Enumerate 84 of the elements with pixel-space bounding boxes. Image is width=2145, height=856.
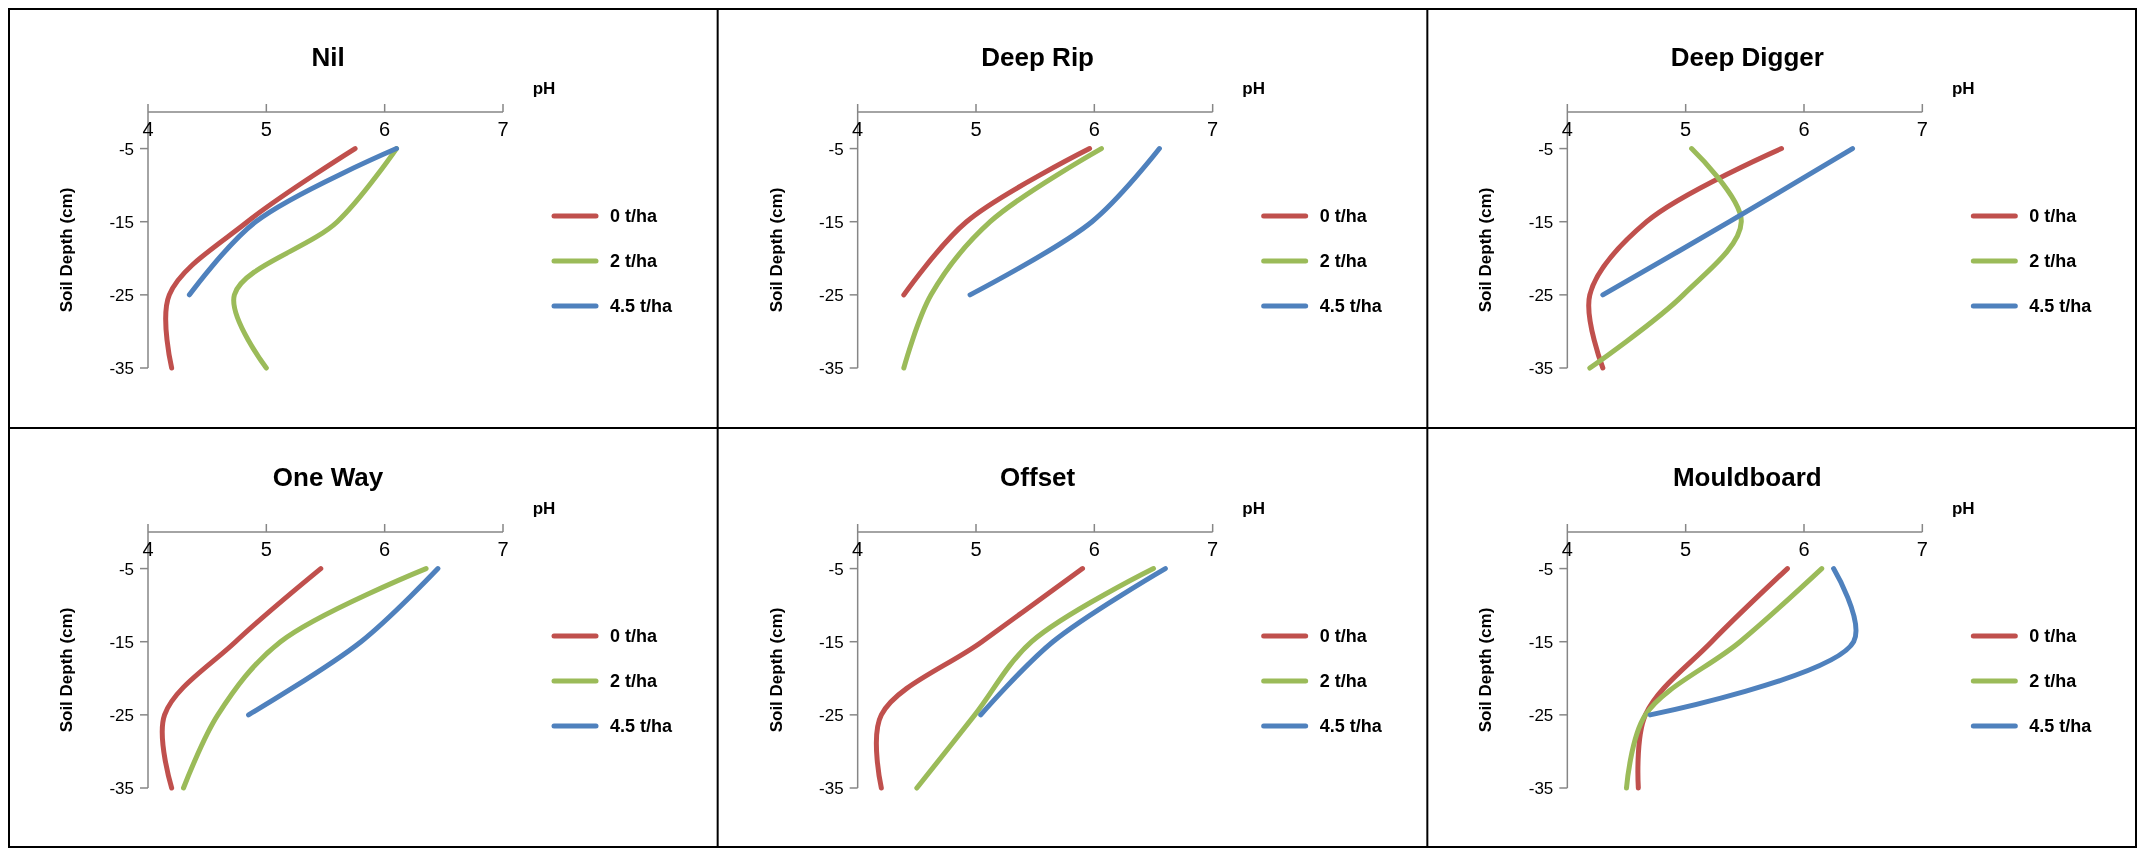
- x-axis-title: pH: [1952, 499, 1975, 518]
- y-tick-label: -15: [109, 212, 134, 232]
- legend-label: 0 t/ha: [1319, 626, 1368, 646]
- legend-label: 4.5 t/ha: [1319, 296, 1383, 316]
- x-tick-label: 5: [1680, 118, 1692, 140]
- x-tick-label: 6: [1798, 118, 1810, 140]
- chart-title: Deep Rip: [981, 42, 1095, 72]
- y-tick-label: -25: [819, 705, 844, 725]
- legend-label: 0 t/ha: [2029, 206, 2078, 226]
- x-tick-label: 7: [1916, 118, 1928, 140]
- x-axis-title: pH: [532, 79, 556, 98]
- y-tick-label: -5: [118, 139, 134, 159]
- legend-label: 2 t/ha: [2029, 251, 2078, 271]
- y-axis-title: Soil Depth (cm): [766, 607, 786, 733]
- legend-label: 2 t/ha: [2029, 671, 2078, 691]
- x-tick-label: 7: [497, 538, 509, 560]
- y-tick-label: -15: [1528, 212, 1554, 232]
- legend-label: 0 t/ha: [610, 626, 658, 646]
- legend-label: 0 t/ha: [1319, 206, 1368, 226]
- y-tick-label: -35: [109, 359, 134, 378]
- legend-label: 4.5 t/ha: [2029, 296, 2093, 316]
- y-tick-label: -5: [1538, 139, 1554, 159]
- legend-label: 2 t/ha: [1319, 251, 1368, 271]
- x-axis-title: pH: [1952, 79, 1975, 98]
- legend-label: 4.5 t/ha: [610, 296, 674, 316]
- y-tick-label: -35: [1528, 779, 1554, 798]
- y-axis-title: Soil Depth (cm): [1476, 607, 1496, 733]
- x-axis-title: pH: [1242, 79, 1265, 98]
- y-tick-label: -15: [819, 632, 844, 652]
- x-tick-label: 5: [970, 118, 982, 140]
- legend-label: 2 t/ha: [610, 671, 658, 691]
- x-tick-label: 7: [497, 118, 509, 140]
- x-tick-label: 7: [1916, 538, 1928, 560]
- legend-label: 2 t/ha: [610, 251, 658, 271]
- x-tick-label: 4: [142, 538, 154, 560]
- x-axis-title: pH: [532, 499, 556, 518]
- y-tick-label: -15: [109, 632, 134, 652]
- chart-title: Deep Digger: [1670, 42, 1824, 72]
- x-tick-label: 5: [260, 118, 272, 140]
- chart-title: Nil: [311, 42, 345, 72]
- x-tick-label: 5: [1680, 538, 1692, 560]
- legend-label: 4.5 t/ha: [1319, 716, 1383, 736]
- x-tick-label: 7: [1207, 118, 1219, 140]
- y-tick-label: -15: [1528, 632, 1554, 652]
- x-tick-label: 4: [852, 118, 864, 140]
- legend-label: 0 t/ha: [2029, 626, 2078, 646]
- legend-label: 4.5 t/ha: [610, 716, 674, 736]
- y-tick-label: -5: [1538, 559, 1554, 579]
- y-axis-title: Soil Depth (cm): [766, 187, 786, 313]
- x-tick-label: 6: [1798, 538, 1810, 560]
- chart-title: Mouldboard: [1672, 462, 1822, 492]
- y-tick-label: -25: [1528, 705, 1554, 725]
- y-axis-title: Soil Depth (cm): [1476, 187, 1496, 313]
- x-tick-label: 5: [970, 538, 982, 560]
- y-tick-label: -25: [109, 285, 134, 305]
- x-tick-label: 4: [142, 118, 154, 140]
- x-tick-label: 4: [1561, 538, 1573, 560]
- x-tick-label: 5: [260, 538, 272, 560]
- y-tick-label: -25: [819, 285, 844, 305]
- y-tick-label: -5: [828, 559, 844, 579]
- y-tick-label: -35: [109, 779, 134, 798]
- y-tick-label: -15: [819, 212, 844, 232]
- x-tick-label: 6: [1088, 538, 1100, 560]
- x-tick-label: 4: [1561, 118, 1573, 140]
- y-tick-label: -25: [109, 705, 134, 725]
- y-tick-label: -5: [118, 559, 134, 579]
- y-tick-label: -35: [819, 359, 844, 378]
- x-axis-title: pH: [1242, 499, 1265, 518]
- y-axis-title: Soil Depth (cm): [57, 187, 76, 313]
- chart-title: Offset: [1000, 462, 1076, 492]
- y-tick-label: -35: [1528, 359, 1554, 378]
- x-tick-label: 7: [1207, 538, 1219, 560]
- x-tick-label: 6: [1088, 118, 1100, 140]
- x-tick-label: 6: [379, 538, 391, 560]
- x-tick-label: 6: [379, 118, 391, 140]
- y-tick-label: -5: [828, 139, 844, 159]
- y-tick-label: -25: [1528, 285, 1554, 305]
- y-axis-title: Soil Depth (cm): [57, 607, 76, 733]
- y-tick-label: -35: [819, 779, 844, 798]
- x-tick-label: 4: [852, 538, 864, 560]
- legend-label: 2 t/ha: [1319, 671, 1368, 691]
- legend-label: 0 t/ha: [610, 206, 658, 226]
- legend-label: 4.5 t/ha: [2029, 716, 2093, 736]
- chart-title: One Way: [272, 462, 384, 492]
